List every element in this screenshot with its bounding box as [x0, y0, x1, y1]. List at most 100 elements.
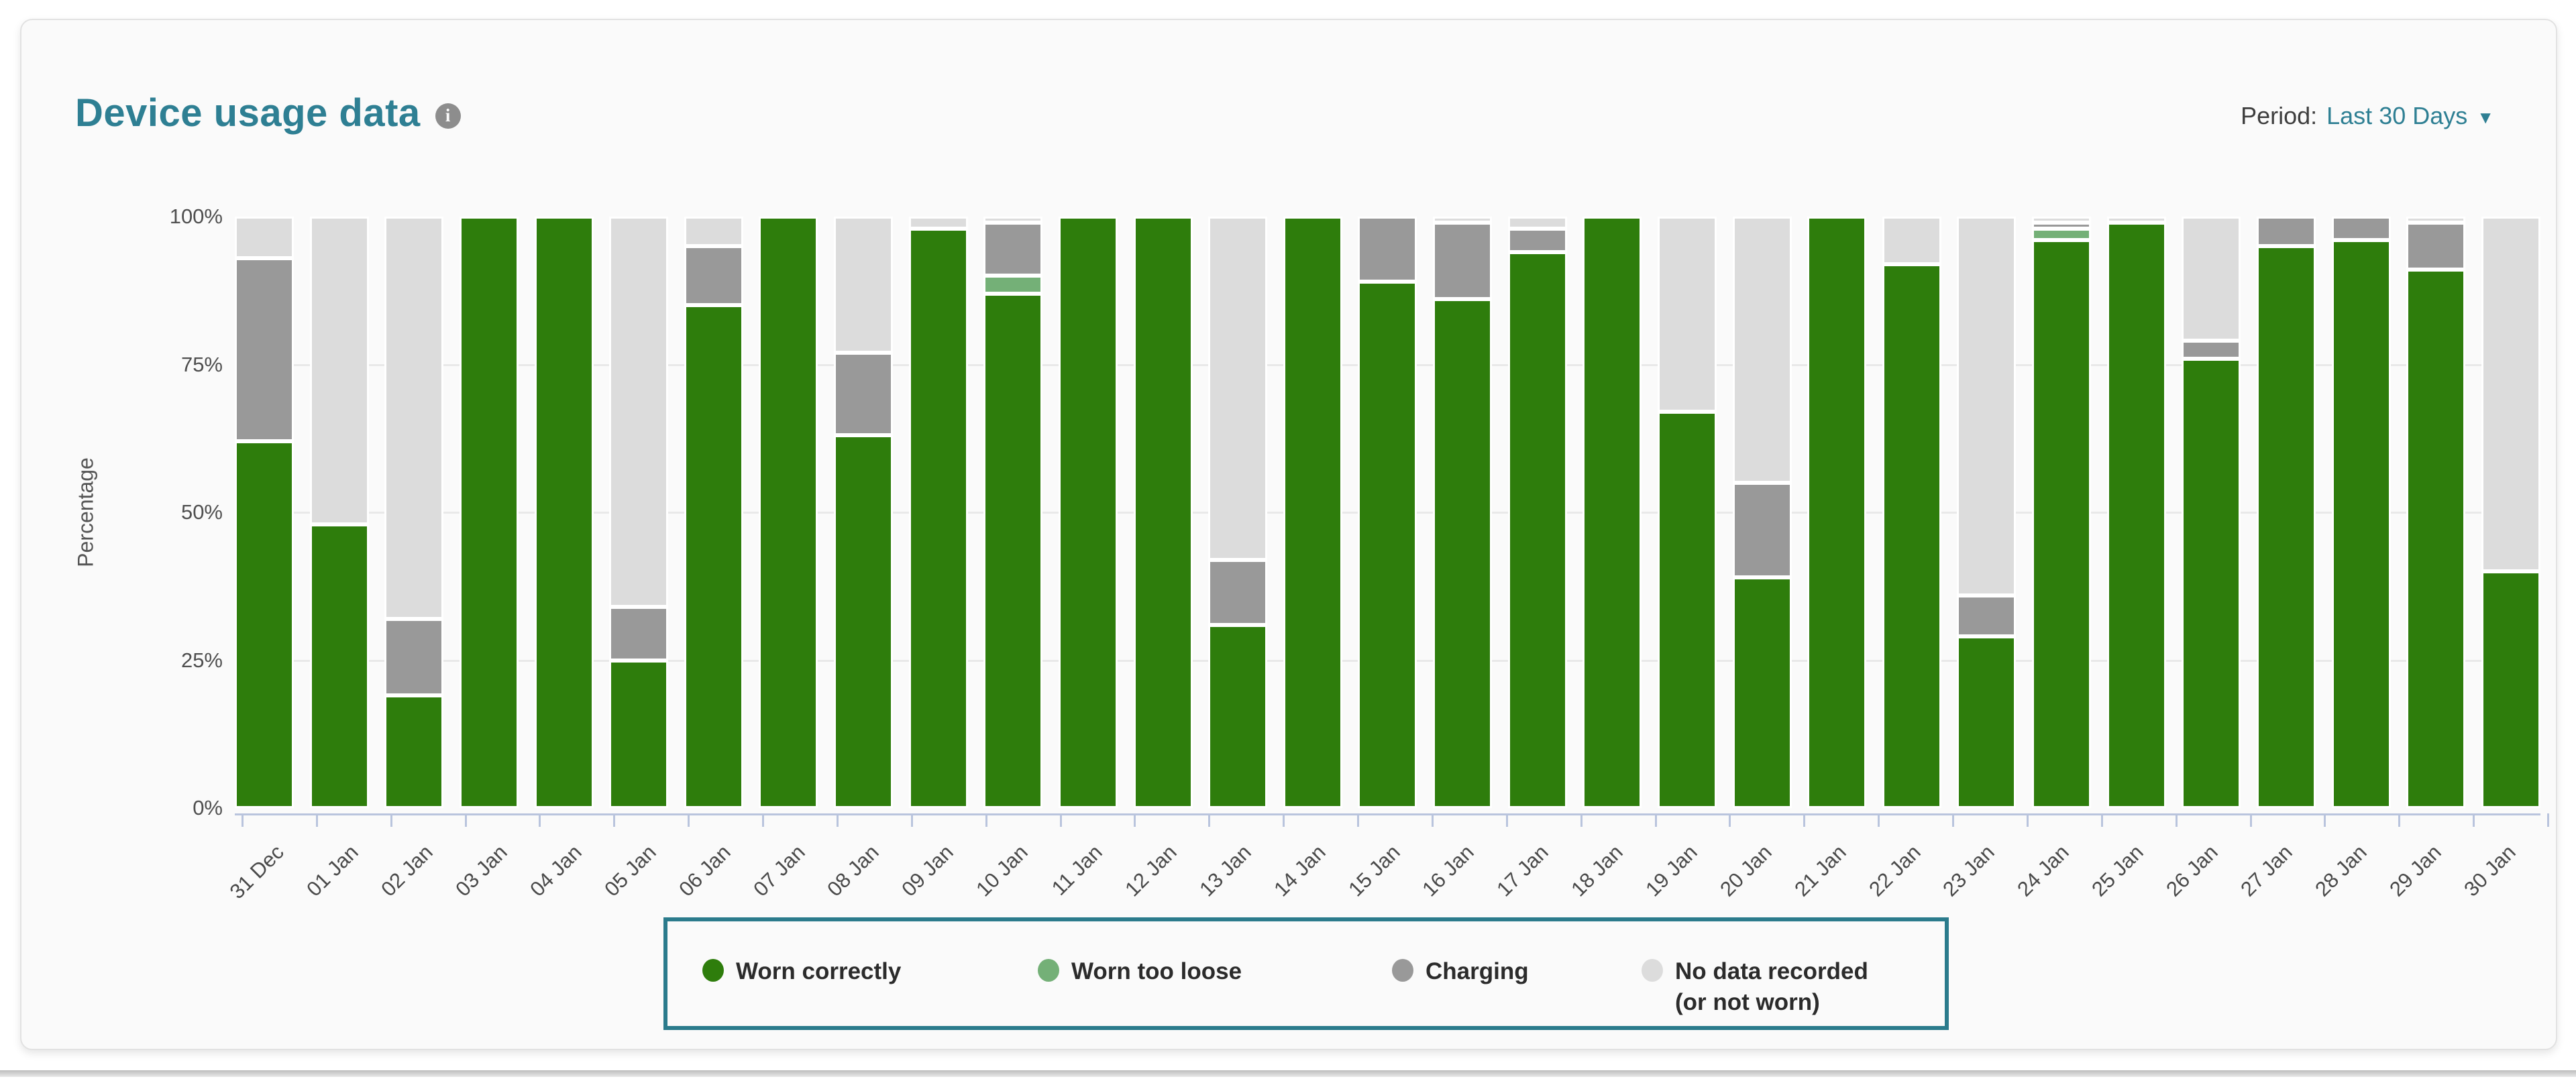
bar-27-jan — [2256, 217, 2316, 808]
bar-segment-charging — [1507, 228, 1567, 252]
bar-segment-worn-correctly — [1358, 282, 1417, 808]
x-axis-tick — [2175, 813, 2178, 827]
bar-segment-charging — [2331, 217, 2391, 241]
bar-segment-worn-correctly — [1732, 577, 1792, 808]
bar-25-jan — [2106, 217, 2166, 808]
x-axis-tick — [539, 813, 541, 827]
x-axis-tick — [241, 813, 244, 827]
bar-segment-no-data — [1208, 217, 1268, 560]
bar-22-jan — [1882, 217, 1941, 808]
bar-segment-no-data — [1732, 217, 1792, 483]
bar-segment-worn-correctly — [534, 217, 594, 808]
bar-segment-worn-correctly — [1657, 412, 1717, 808]
bar-segment-worn-correctly — [1582, 217, 1642, 808]
y-tick-label: 50% — [180, 500, 223, 524]
bar-05-jan — [609, 217, 669, 808]
x-axis-tick — [985, 813, 987, 827]
chevron-down-icon[interactable]: ▼ — [2477, 107, 2494, 127]
legend-dot-icon — [1038, 959, 1059, 982]
legend-dot-icon — [1642, 959, 1663, 982]
legend-label: Charging — [1426, 958, 1529, 984]
bar-26-jan — [2182, 217, 2241, 808]
bar-segment-charging — [2032, 222, 2091, 229]
bar-segment-no-data — [1507, 217, 1567, 229]
x-axis-tick — [1952, 813, 1955, 827]
bar-segment-worn-correctly — [2406, 270, 2466, 808]
x-axis-tick — [390, 813, 392, 827]
bar-segment-no-data — [1657, 217, 1717, 412]
bar-segment-charging — [834, 352, 893, 436]
bar-07-jan — [759, 217, 818, 808]
x-axis-tick — [2473, 813, 2475, 827]
bar-segment-no-data — [1882, 217, 1941, 264]
bar-segment-worn-too-loose — [2032, 228, 2091, 241]
x-axis-tick — [1134, 813, 1136, 827]
x-axis-tick — [1878, 813, 1880, 827]
bar-segment-worn-correctly — [2481, 571, 2540, 808]
x-axis-tick — [464, 813, 467, 827]
bar-06-jan — [684, 217, 743, 808]
x-axis-tick — [2249, 813, 2252, 827]
bar-segment-no-data — [908, 217, 968, 229]
x-axis-tick — [1803, 813, 1806, 827]
bar-segment-charging — [1358, 217, 1417, 282]
bar-segment-worn-correctly — [2106, 222, 2166, 808]
bar-segment-worn-correctly — [1208, 624, 1268, 808]
x-axis-tick — [1505, 813, 1508, 827]
y-tick-label: 100% — [169, 205, 223, 228]
bar-segment-charging — [684, 246, 743, 306]
y-tick-label: 0% — [193, 796, 223, 819]
bar-segment-worn-correctly — [1283, 217, 1342, 808]
legend-item-charging: Charging — [1392, 956, 1529, 987]
bar-segment-worn-correctly — [459, 217, 519, 808]
x-axis-tick — [1654, 813, 1657, 827]
x-axis-tick — [762, 813, 765, 827]
bar-segment-worn-correctly — [1058, 217, 1118, 808]
page-title: Device usage data — [75, 91, 421, 135]
legend-label: Worn correctly — [736, 958, 902, 984]
bar-19-jan — [1657, 217, 1717, 808]
legend-item-no-data: No data recorded (or not worn) — [1642, 956, 1868, 1017]
x-axis-tick — [315, 813, 318, 827]
x-axis-tick — [2324, 813, 2326, 827]
x-axis-tick — [910, 813, 913, 827]
y-axis-title: Percentage — [73, 457, 98, 567]
bar-segment-worn-correctly — [609, 660, 669, 808]
bar-segment-worn-correctly — [2256, 246, 2316, 808]
bar-20-jan — [1732, 217, 1792, 808]
bar-14-jan — [1283, 217, 1342, 808]
x-axis-tick — [1357, 813, 1360, 827]
bar-segment-no-data — [2182, 217, 2241, 341]
bar-segment-no-data — [1957, 217, 2017, 595]
x-axis-tick — [2398, 813, 2401, 827]
x-axis-tick — [2026, 813, 2029, 827]
bar-24-jan — [2032, 217, 2091, 808]
bar-segment-charging — [1208, 559, 1268, 625]
bar-11-jan — [1058, 217, 1118, 808]
bar-02-jan — [384, 217, 444, 808]
bar-21-jan — [1807, 217, 1867, 808]
bar-segment-worn-correctly — [908, 228, 968, 808]
bar-03-jan — [459, 217, 519, 808]
bar-segment-no-data — [2032, 217, 2091, 223]
bar-segment-worn-correctly — [1507, 251, 1567, 808]
bar-16-jan — [1433, 217, 1492, 808]
period-value[interactable]: Last 30 Days — [2326, 102, 2468, 129]
bar-segment-no-data — [235, 217, 294, 258]
bar-segment-no-data — [2481, 217, 2540, 572]
bar-segment-no-data — [2406, 217, 2466, 223]
device-usage-card: Device usage data i Period: Last 30 Days… — [20, 19, 2557, 1050]
bar-segment-worn-correctly — [1882, 264, 1941, 808]
legend-dot-icon — [1392, 959, 1413, 982]
bar-29-jan — [2406, 217, 2466, 808]
period-selector[interactable]: Period: Last 30 Days ▼ — [2241, 102, 2494, 130]
bar-segment-charging — [2256, 217, 2316, 247]
info-icon[interactable]: i — [435, 103, 461, 129]
x-axis-tick — [1283, 813, 1285, 827]
bar-segment-worn-correctly — [684, 305, 743, 808]
bar-18-jan — [1582, 217, 1642, 808]
bar-segment-worn-correctly — [2182, 358, 2241, 808]
bar-segment-worn-correctly — [235, 441, 294, 808]
chart-legend: Worn correctly Worn too loose Charging No d… — [663, 917, 1949, 1030]
